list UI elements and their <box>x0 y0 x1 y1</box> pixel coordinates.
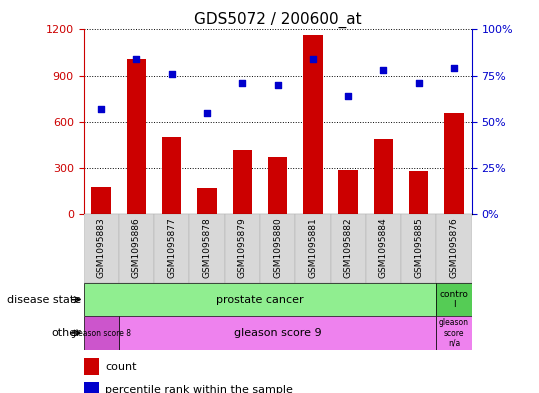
Point <box>238 80 247 86</box>
Bar <box>260 214 295 283</box>
Title: GDS5072 / 200600_at: GDS5072 / 200600_at <box>194 12 361 28</box>
Bar <box>119 214 154 283</box>
Point <box>379 67 388 73</box>
Point <box>414 80 423 86</box>
Bar <box>233 149 252 214</box>
Bar <box>84 214 119 283</box>
Bar <box>225 214 260 283</box>
Text: contro
l: contro l <box>439 290 468 309</box>
Bar <box>92 187 111 214</box>
Text: prostate cancer: prostate cancer <box>216 295 304 305</box>
Text: gleason score 9: gleason score 9 <box>234 328 321 338</box>
Bar <box>437 283 472 316</box>
Text: other: other <box>51 328 81 338</box>
Bar <box>338 169 358 214</box>
Text: GSM1095878: GSM1095878 <box>203 218 211 278</box>
Point <box>168 71 176 77</box>
Text: GSM1095877: GSM1095877 <box>167 218 176 278</box>
Bar <box>127 59 146 214</box>
Bar <box>330 214 366 283</box>
Bar <box>189 214 225 283</box>
Point <box>132 56 141 62</box>
Text: GSM1095885: GSM1095885 <box>414 218 423 278</box>
Bar <box>366 214 401 283</box>
Bar <box>374 139 393 214</box>
Bar <box>154 214 189 283</box>
Bar <box>119 316 437 350</box>
Bar <box>303 35 322 214</box>
Bar <box>295 214 330 283</box>
Text: GSM1095886: GSM1095886 <box>132 218 141 278</box>
Bar <box>162 137 182 214</box>
Text: gleason
score
n/a: gleason score n/a <box>439 318 469 348</box>
Text: GSM1095883: GSM1095883 <box>96 218 106 278</box>
Point <box>308 56 317 62</box>
Bar <box>437 214 472 283</box>
Text: count: count <box>105 362 136 372</box>
Text: GSM1095882: GSM1095882 <box>344 218 353 278</box>
Text: GSM1095881: GSM1095881 <box>308 218 317 278</box>
Bar <box>401 214 437 283</box>
Text: GSM1095879: GSM1095879 <box>238 218 247 278</box>
Text: GSM1095884: GSM1095884 <box>379 218 388 278</box>
Point <box>273 82 282 88</box>
Text: GSM1095876: GSM1095876 <box>450 218 459 278</box>
Bar <box>268 157 287 214</box>
Bar <box>197 188 217 214</box>
Bar <box>409 171 429 214</box>
Point <box>344 93 353 99</box>
Bar <box>437 316 472 350</box>
Point <box>450 65 458 72</box>
Bar <box>84 382 99 393</box>
Bar <box>84 358 99 375</box>
Text: GSM1095880: GSM1095880 <box>273 218 282 278</box>
Text: percentile rank within the sample: percentile rank within the sample <box>105 386 293 393</box>
Bar <box>444 112 464 214</box>
Point <box>203 109 211 116</box>
Text: gleason score 8: gleason score 8 <box>71 329 131 338</box>
Point <box>97 106 106 112</box>
Text: disease state: disease state <box>6 295 81 305</box>
Bar <box>84 316 119 350</box>
